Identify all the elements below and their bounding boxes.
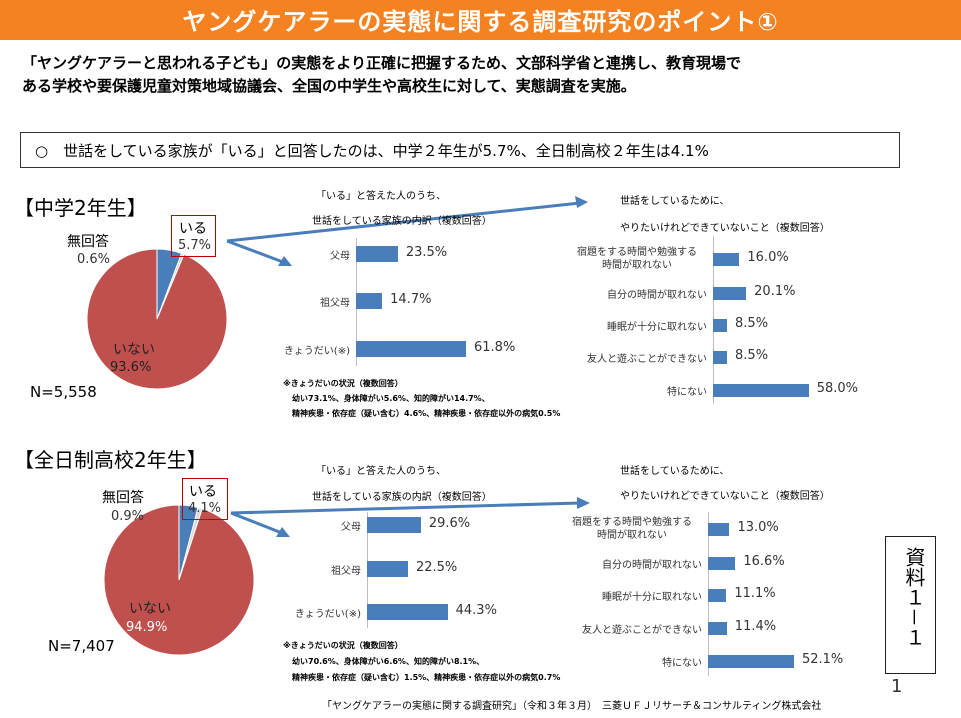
bar-category-label: 友人と遊ぶことができない xyxy=(587,354,707,365)
summary-box: ○ 世話をしている家族が「いる」と回答したのは、中学２年生が5.7%、全日制高校… xyxy=(20,132,900,168)
pie-value-no: 93.6% xyxy=(110,360,152,375)
pie-label-yes: いる xyxy=(179,221,207,237)
family-chart-title-1: 「いる」と答えた人のうち、 xyxy=(316,191,446,202)
want-chart-title-2: やりたいけれどできていないこと（複数回答） xyxy=(620,223,830,234)
bar-value-label: 14.7% xyxy=(390,292,432,307)
bar-category-label: 友人と遊ぶことができない xyxy=(582,625,702,636)
page-title: ヤングケアラーの実態に関する調査研究のポイント① xyxy=(182,8,779,36)
bar-value-label: 16.0% xyxy=(747,250,789,265)
bar-category-label: 睡眠が十分に取れない xyxy=(602,592,702,603)
family-chart-title-2: 世話をしている家族の内訳（複数回答） xyxy=(312,492,492,503)
sample-size: N=5,558 xyxy=(30,383,97,401)
pie-label-yes: いる xyxy=(189,484,217,500)
bar xyxy=(713,318,728,332)
pie-label-no: いない xyxy=(129,601,171,617)
bar xyxy=(708,588,727,602)
document-label-box: 資料１－１ xyxy=(885,536,936,674)
pie-label-no-answer: 無回答 xyxy=(67,234,109,250)
intro-line-1: 「ヤングケアラーと思われる子ども」の実態をより正確に把握するため、文部科学省と連… xyxy=(22,54,741,72)
pie-value-no-answer: 0.6% xyxy=(77,252,111,267)
bar-category-label: 祖父母 xyxy=(331,566,361,577)
bar xyxy=(356,341,466,357)
pie-slice-no xyxy=(103,504,255,656)
bar-value-label: 16.6% xyxy=(743,554,785,569)
bar-category-label: 祖父母 xyxy=(320,298,350,309)
bar-category-label: 自分の時間が取れない xyxy=(602,560,702,571)
want-chart-title-2: やりたいけれどできていないこと（複数回答） xyxy=(620,491,830,502)
bar xyxy=(713,286,747,300)
footnote-line-1: 幼い73.1%、身体障がい5.6%、知的障がい14.7%、 xyxy=(292,394,490,403)
source-citation: 「ヤングケアラーの実態に関する調査研究」（令和３年３月） 三菱ＵＦＪリサーチ＆コ… xyxy=(322,701,822,712)
bar-value-label: 11.1% xyxy=(734,586,776,601)
arrow-high xyxy=(230,497,590,537)
bar-category-label: 特にない xyxy=(662,658,702,669)
highlight-box-yes xyxy=(171,215,216,257)
section-title-middle: 【中学2年生】 xyxy=(14,196,147,220)
footnote-title: ※きょうだいの状況（複数回答） xyxy=(283,641,403,650)
family-chart-title-2: 世話をしている家族の内訳（複数回答） xyxy=(312,216,492,227)
bar xyxy=(708,654,794,668)
pie-label-no-answer: 無回答 xyxy=(102,490,144,506)
footnote-line-2: 精神疾患・依存症（疑い含む）1.5%、精神疾患・依存症以外の病気0.7% xyxy=(292,673,561,682)
footnote-line-1: 幼い70.6%、身体障がい6.6%、知的障がい8.1%、 xyxy=(292,657,485,666)
summary-text: ○ 世話をしている家族が「いる」と回答したのは、中学２年生が5.7%、全日制高校… xyxy=(35,142,709,160)
bar-category-label: 自分の時間が取れない xyxy=(607,290,707,301)
want-chart-title-1: 世話をしているために、 xyxy=(620,466,730,477)
highlight-box-yes xyxy=(182,478,228,520)
bar-value-label: 29.6% xyxy=(428,516,471,531)
bar xyxy=(713,383,809,397)
bar-value-label: 8.5% xyxy=(735,316,769,331)
section-title-high: 【全日制高校2年生】 xyxy=(14,448,207,472)
bar-category-label: 宿題をする時間や勉強する 時間が取れない xyxy=(572,517,692,541)
bar-category-label: 特にない xyxy=(667,387,707,398)
intro-line-2: ある学校や要保護児童対策地域協議会、全国の中学生や高校生に対して、実態調査を実施… xyxy=(22,77,636,95)
want-chart-title-1: 世話をしているために、 xyxy=(620,196,730,207)
page-number: 1 xyxy=(891,676,903,697)
bar-category-label: きょうだい(※) xyxy=(294,609,361,620)
pie-slice-no xyxy=(86,248,228,390)
bar xyxy=(713,350,728,364)
bar-value-label: 61.8% xyxy=(474,340,516,355)
pie-value-no-answer: 0.9% xyxy=(111,509,145,524)
bar xyxy=(367,517,421,533)
bar xyxy=(356,246,398,262)
family-chart-title-1: 「いる」と答えた人のうち、 xyxy=(316,466,446,477)
bar xyxy=(713,252,740,266)
header-bar: ヤングケアラーの実態に関する調査研究のポイント① xyxy=(0,0,961,40)
bar-value-label: 58.0% xyxy=(816,381,858,396)
bar-category-label: 父母 xyxy=(330,251,350,262)
bar xyxy=(356,293,383,309)
bar-value-label: 52.1% xyxy=(801,652,844,667)
footnote-title: ※きょうだいの状況（複数回答） xyxy=(283,379,403,388)
document-label: 資料１－１ xyxy=(902,547,926,647)
arrow-middle xyxy=(226,196,588,266)
bar-value-label: 44.3% xyxy=(455,603,497,618)
bar xyxy=(367,561,408,577)
footnote-line-2: 精神疾患・依存症（疑い含む）4.6%、精神疾患・依存症以外の病気0.5% xyxy=(292,409,561,418)
pie-value-yes: 4.1% xyxy=(188,501,222,516)
bar-category-label: 宿題をする時間や勉強する 時間が取れない xyxy=(577,247,697,271)
pie-label-no: いない xyxy=(113,342,155,358)
bar-value-label: 20.1% xyxy=(754,284,796,299)
bar-value-label: 22.5% xyxy=(415,560,458,575)
bar-category-label: きょうだい(※) xyxy=(283,346,350,357)
bar xyxy=(708,621,727,635)
bar xyxy=(367,604,448,620)
bar-category-label: 睡眠が十分に取れない xyxy=(607,322,707,333)
pie-value-no: 94.9% xyxy=(126,620,168,635)
bar xyxy=(708,522,730,536)
bar-value-label: 8.5% xyxy=(735,348,769,363)
bar-value-label: 13.0% xyxy=(737,520,779,535)
bar-category-label: 父母 xyxy=(341,522,361,533)
pie-value-yes: 5.7% xyxy=(178,238,212,253)
sample-size: N=7,407 xyxy=(48,637,115,655)
bar-value-label: 23.5% xyxy=(405,245,448,260)
bar-value-label: 11.4% xyxy=(734,619,777,634)
bar xyxy=(708,556,736,570)
